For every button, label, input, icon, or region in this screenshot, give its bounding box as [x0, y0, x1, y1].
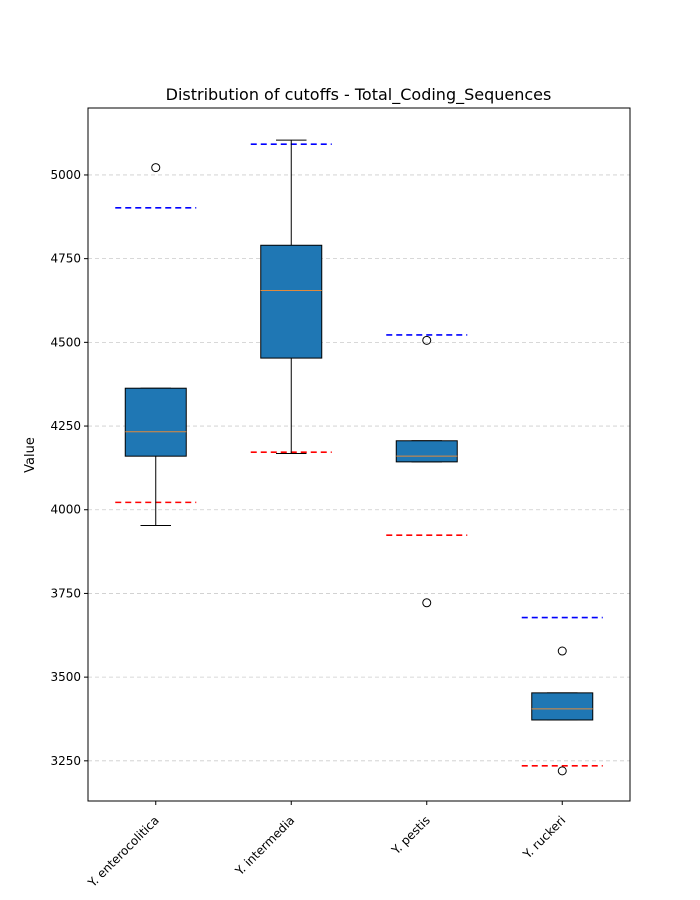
outlier-point — [422, 598, 432, 608]
outlier-point — [151, 163, 161, 173]
x-tick-label: Y. intermedia — [232, 813, 298, 879]
y-tick-label: 5000 — [50, 168, 81, 182]
box-group — [395, 335, 458, 608]
y-tick-label: 3750 — [50, 586, 81, 600]
y-tick-label: 4500 — [50, 335, 81, 349]
box-group — [260, 139, 323, 454]
chart-title: Distribution of cutoffs - Total_Coding_S… — [166, 85, 552, 105]
x-tick-label: Y. ruckeri — [520, 813, 569, 862]
x-axis-ticks: Y. enterocolitica Y. intermedia Y. pestis Y… — [85, 801, 569, 890]
y-tick-label: 4750 — [50, 252, 81, 266]
box-iqr — [531, 692, 594, 721]
x-tick-label: Y. pestis — [388, 813, 433, 858]
plot-frame — [87, 107, 631, 802]
y-tick-label: 3500 — [50, 670, 81, 684]
x-tick-label: Y. enterocolitica — [85, 813, 162, 890]
box-group — [531, 646, 594, 776]
y-tick-label: 4250 — [50, 419, 81, 433]
box-iqr — [395, 440, 458, 463]
y-axis-ticks: 3250 3500 3750 4000 4250 4500 4750 5000 — [50, 168, 88, 768]
box-series — [124, 139, 594, 776]
outlier-point — [422, 335, 432, 345]
y-tick-label: 4000 — [50, 503, 81, 517]
box-group — [124, 163, 187, 526]
box-iqr — [260, 244, 323, 359]
y-tick-label: 3250 — [50, 754, 81, 768]
outlier-point — [557, 646, 567, 656]
cutoff-lines — [115, 143, 603, 767]
outlier-point — [557, 766, 567, 776]
box-iqr — [124, 387, 187, 457]
grid-lines — [88, 174, 630, 762]
y-axis-label: Value — [23, 437, 38, 473]
